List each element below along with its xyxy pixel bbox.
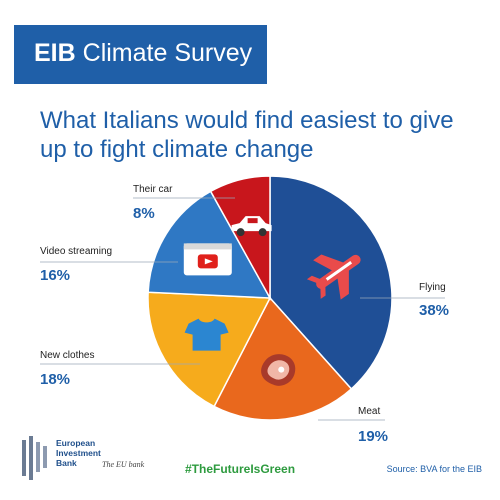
car-icon (231, 216, 272, 237)
slice-label: Their car (133, 184, 173, 195)
steak-icon (261, 354, 296, 386)
title-banner: EIB Climate Survey (14, 25, 267, 84)
chart-title: What Italians would find easiest to give… (40, 107, 454, 163)
video-player-icon (183, 243, 232, 276)
source-note: Source: BVA for the EIB (386, 464, 482, 474)
eib-logo-bars-icon (22, 436, 47, 480)
eib-logo-text: European Investment Bank (56, 438, 101, 468)
slice-label: Flying (419, 282, 446, 293)
slice-value-label: 8% (133, 205, 155, 222)
hashtag: #TheFutureIsGreen (185, 462, 296, 476)
slice-label: New clothes (40, 350, 94, 361)
slice-value-label: 18% (40, 371, 70, 388)
tshirt-icon (184, 318, 229, 351)
slice-label: Meat (358, 406, 380, 417)
slice-value-label: 16% (40, 267, 70, 284)
slice-value-label: 38% (419, 302, 449, 319)
eib-logo: European Investment Bank The EU bank (22, 436, 172, 482)
slice-value-label: 19% (358, 428, 388, 445)
pie-slice-their-car (209, 175, 271, 301)
eib-logo-tagline: The EU bank (102, 460, 145, 469)
banner-title: EIB Climate Survey (34, 39, 253, 67)
slice-label: Video streaming (40, 246, 112, 257)
airplane-icon (306, 254, 361, 300)
